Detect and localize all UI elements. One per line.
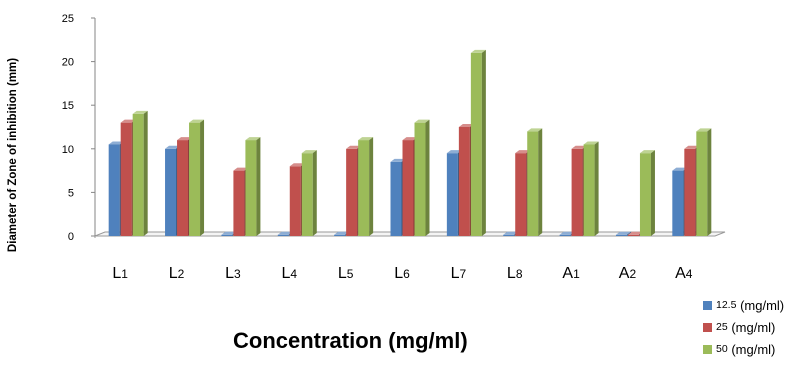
bar-L2-50 [189, 119, 205, 236]
bar-A4-50 [696, 128, 712, 236]
legend-swatch-50 [703, 344, 712, 354]
x-axis-label: Concentration (mg/ml) [233, 328, 468, 353]
x-tick-label-L1: L1 [112, 265, 128, 282]
x-tick-label-L4: L4 [281, 265, 297, 282]
x-tick-label-L8: L8 [507, 265, 523, 282]
y-tick-label-15: 15 [62, 100, 74, 112]
x-tick-label-L6: L6 [394, 265, 410, 282]
x-tick-label-L7: L7 [451, 265, 467, 282]
y-tick-label-0: 0 [68, 231, 74, 243]
legend-item-50: 50 (mg/ml) [703, 338, 784, 360]
y-tick-label-5: 5 [68, 187, 74, 199]
legend-value-50: 50 [716, 343, 728, 355]
legend-unit-25: (mg/ml) [731, 319, 776, 335]
legend-unit-50: (mg/ml) [731, 341, 776, 357]
bar-L8-50 [527, 128, 543, 236]
bar-L3-50 [245, 137, 261, 236]
y-tick-label-25: 25 [62, 13, 74, 25]
x-tick-label-A1: A1 [562, 265, 580, 282]
y-axis-label-wrap: Diameter of Zone of inhibition (mm) [2, 20, 24, 290]
y-axis-label: Diameter of Zone of inhibition (mm) [7, 57, 19, 253]
legend-unit-12-5: (mg/ml) [740, 297, 785, 313]
legend-value-12-5: 12.5 [716, 299, 737, 311]
bar-L1-50 [132, 110, 148, 236]
legend-swatch-25 [703, 322, 712, 332]
x-tick-label-A2: A2 [619, 265, 637, 282]
bar-A1-50 [583, 141, 599, 236]
x-tick-label-A4: A4 [675, 265, 693, 282]
legend-swatch-12-5 [703, 300, 712, 310]
bar-L4-50 [301, 150, 317, 236]
legend-item-25: 25 (mg/ml) [703, 316, 784, 338]
legend-value-25: 25 [716, 321, 728, 333]
x-tick-label-L3: L3 [225, 265, 241, 282]
bar-L6-50 [414, 119, 430, 236]
legend-item-12-5: 12.5 (mg/ml) [703, 294, 784, 316]
bar-L5-50 [358, 137, 374, 236]
x-tick-label-L5: L5 [338, 265, 354, 282]
y-tick-label-20: 20 [62, 57, 74, 69]
x-tick-label-L2: L2 [169, 265, 185, 282]
bar-A2-50 [639, 150, 655, 236]
bar-L7-50 [470, 49, 486, 236]
y-tick-label-10: 10 [62, 144, 74, 156]
legend: 12.5 (mg/ml) 25 (mg/ml) 50 (mg/ml) [703, 294, 784, 360]
